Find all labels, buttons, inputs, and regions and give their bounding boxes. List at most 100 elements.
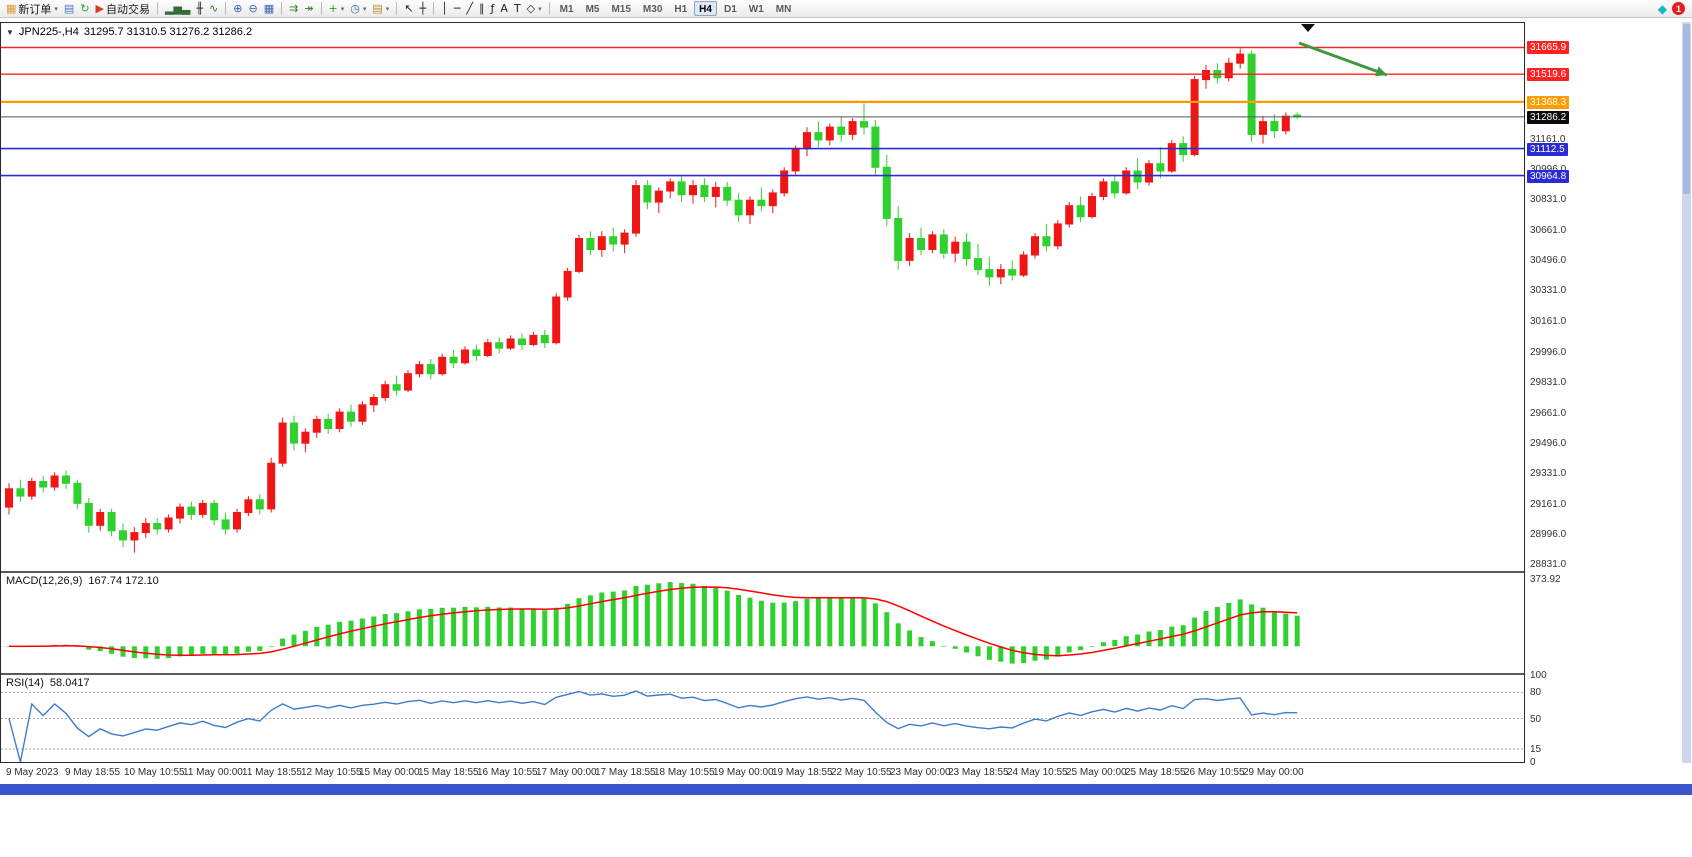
chart-profile-button[interactable]: ▤	[61, 1, 77, 17]
timeframe-toolbar: M1 M5 M15 M30 H1 H4 D1 W1 MN	[554, 0, 798, 17]
text-label-button-icon: T	[513, 2, 521, 15]
rsi-chart	[1, 690, 1524, 762]
timeframe-button-m5[interactable]: M5	[585, 4, 600, 15]
timeframe-button-w1[interactable]: W1	[748, 4, 764, 15]
timeframe-button-m1[interactable]: M1	[559, 4, 574, 15]
auto-scroll-button-icon: ⇉	[289, 2, 299, 15]
line-chart-button[interactable]: ∿	[206, 1, 221, 17]
time-axis-label: 25 May 18:55	[1125, 767, 1186, 778]
time-marker-icon	[1301, 24, 1315, 32]
cursor-button[interactable]: ↖	[401, 1, 416, 17]
rsi-axis-label: 100	[1530, 670, 1547, 681]
vertical-scrollbar-thumb[interactable]	[1683, 24, 1690, 194]
horizontal-line-button-icon: ─	[453, 2, 461, 15]
timeframe-button-h1[interactable]: H1	[674, 4, 688, 15]
chart-shift-button-icon: ↠	[304, 2, 314, 15]
trendline-button[interactable]: ╱	[463, 1, 476, 17]
macd-chart	[6, 582, 1300, 664]
indicators-button[interactable]: + ▾	[326, 1, 348, 17]
bar-chart-button-icon: ▂▅▃	[165, 2, 191, 15]
time-axis-label: 19 May 18:55	[772, 767, 833, 778]
auto-scroll-button[interactable]: ⇉	[286, 1, 301, 17]
macd-values: 167.74 172.10	[88, 575, 159, 587]
cursor-button-icon: ↖	[404, 2, 414, 15]
rsi-axis-label: 50	[1530, 714, 1542, 725]
rsi-label: RSI(14) 58.0417	[6, 677, 90, 689]
toolbar-separator	[548, 2, 550, 15]
crosshair-button-icon: ┼	[419, 2, 427, 15]
chart-shift-button[interactable]: ↠	[301, 1, 316, 17]
rsi-axis-label: 0	[1530, 757, 1536, 768]
chart-title-symbol: JPN225-,H4	[18, 26, 79, 38]
toolbar-group: ▂▅▃ ╫ ∿	[162, 0, 221, 17]
time-axis-label: 25 May 00:00	[1066, 767, 1127, 778]
time-axis-label: 9 May 2023	[6, 767, 59, 778]
horizontal-scrollbar[interactable]	[0, 784, 1692, 795]
toolbar-separator	[281, 2, 283, 15]
time-axis-label: 18 May 10:55	[654, 767, 715, 778]
auto-trading-button[interactable]: ▶ 自动交易	[93, 1, 153, 17]
community-icon[interactable]: ◆	[1657, 1, 1667, 16]
channel-button-icon: ∥	[479, 2, 485, 15]
templates-button[interactable]: ▤ ▾	[369, 1, 392, 17]
price-tag-31112.5: 31112.5	[1527, 143, 1568, 156]
tile-windows-button-icon: ▦	[263, 2, 275, 15]
macd-signal-line	[8, 586, 1298, 657]
toolbar-group: ▦ 新订单 ▾ ▤ ↻ ▶ 自动交易	[3, 0, 153, 17]
timeframe-button-h4[interactable]: H4	[694, 1, 717, 16]
zoom-in-button[interactable]: ⊕	[230, 1, 245, 17]
macd-label: MACD(12,26,9) 167.74 172.10	[6, 575, 159, 587]
time-axis-label: 9 May 18:55	[65, 767, 121, 778]
macd-panel[interactable]: MACD(12,26,9) 167.74 172.10	[1, 571, 1524, 673]
vertical-scrollbar[interactable]	[1682, 22, 1691, 763]
tile-windows-button[interactable]: ▦	[261, 1, 277, 17]
notification-badge[interactable]: 1	[1672, 2, 1685, 15]
new-order-button[interactable]: ▦ 新订单 ▾	[3, 1, 61, 17]
toolbar-group: ⊕ ⊖ ▦	[230, 0, 277, 17]
rsi-panel[interactable]: RSI(14) 58.0417	[1, 673, 1524, 762]
caret-down-icon: ▾	[54, 5, 58, 13]
new-order-button-label: 新订单	[18, 3, 52, 16]
time-axis: 9 May 2023 9 May 18:55 10 May 10:55 11 May …	[0, 763, 1525, 781]
zoom-out-button[interactable]: ⊖	[245, 1, 260, 17]
horizontal-line-button[interactable]: ─	[451, 1, 464, 17]
text-button[interactable]: A	[497, 1, 511, 17]
price-axis-label: 29331.0	[1530, 468, 1567, 479]
rsi-value: 58.0417	[49, 677, 90, 689]
time-axis-label: 29 May 00:00	[1243, 767, 1304, 778]
fibonacci-button[interactable]: ƒ	[488, 1, 498, 17]
macd-axis-max-label: 373.92	[1530, 574, 1561, 585]
time-axis-label: 12 May 10:55	[301, 767, 362, 778]
candlestick-chart-button[interactable]: ╫	[193, 1, 206, 17]
toolbar-separator	[320, 2, 322, 15]
time-axis-label: 17 May 00:00	[536, 767, 597, 778]
zoom-out-button-icon: ⊖	[248, 2, 258, 15]
crosshair-button[interactable]: ┼	[417, 1, 430, 17]
channel-button[interactable]: ∥	[476, 1, 488, 17]
price-tag-31519.6: 31519.6	[1527, 68, 1570, 81]
chart-title-caret-icon[interactable]: ▼	[6, 27, 14, 37]
text-label-button[interactable]: T	[511, 1, 524, 17]
main-chart-panel[interactable]: ▼ JPN225-,H4 31295.7 31310.5 31276.2 312…	[1, 23, 1524, 571]
toolbar-group: ↖ ┼	[401, 0, 429, 17]
timeframe-button-d1[interactable]: D1	[723, 4, 737, 15]
rsi-line	[8, 690, 1298, 762]
bar-chart-button[interactable]: ▂▅▃	[162, 1, 193, 17]
refresh-button[interactable]: ↻	[77, 1, 92, 17]
time-axis-label: 19 May 00:00	[713, 767, 774, 778]
timeframe-button-mn[interactable]: MN	[775, 4, 792, 15]
chart-title: ▼ JPN225-,H4 31295.7 31310.5 31276.2 312…	[6, 26, 252, 38]
vertical-line-button[interactable]: │	[438, 1, 451, 17]
periods-button[interactable]: ◷ ▾	[347, 1, 369, 17]
trend-arrow[interactable]	[1298, 41, 1388, 77]
time-axis-label: 24 May 10:55	[1007, 767, 1068, 778]
fibonacci-button-icon: ƒ	[490, 2, 495, 15]
indicators-button-icon: +	[328, 2, 338, 15]
current-price-tag: 31286.2	[1527, 111, 1570, 124]
toolbar-groups: ▦ 新订单 ▾ ▤ ↻ ▶ 自动交易 ▂▅▃ ╫ ∿ ⊕ ⊖ ▦ ⇉ ↠ + ▾ ◷ ▾ ▤ ▾ ↖ ┼ │ ─ ╱ ∥ ƒ A T ◇ ▾	[3, 0, 545, 17]
timeframe-button-m15[interactable]: M15	[611, 4, 631, 15]
shapes-button[interactable]: ◇ ▾	[524, 1, 545, 17]
timeframe-button-m30[interactable]: M30	[642, 4, 663, 15]
time-axis-label: 17 May 18:55	[595, 767, 656, 778]
price-chart[interactable]	[1, 23, 1524, 571]
